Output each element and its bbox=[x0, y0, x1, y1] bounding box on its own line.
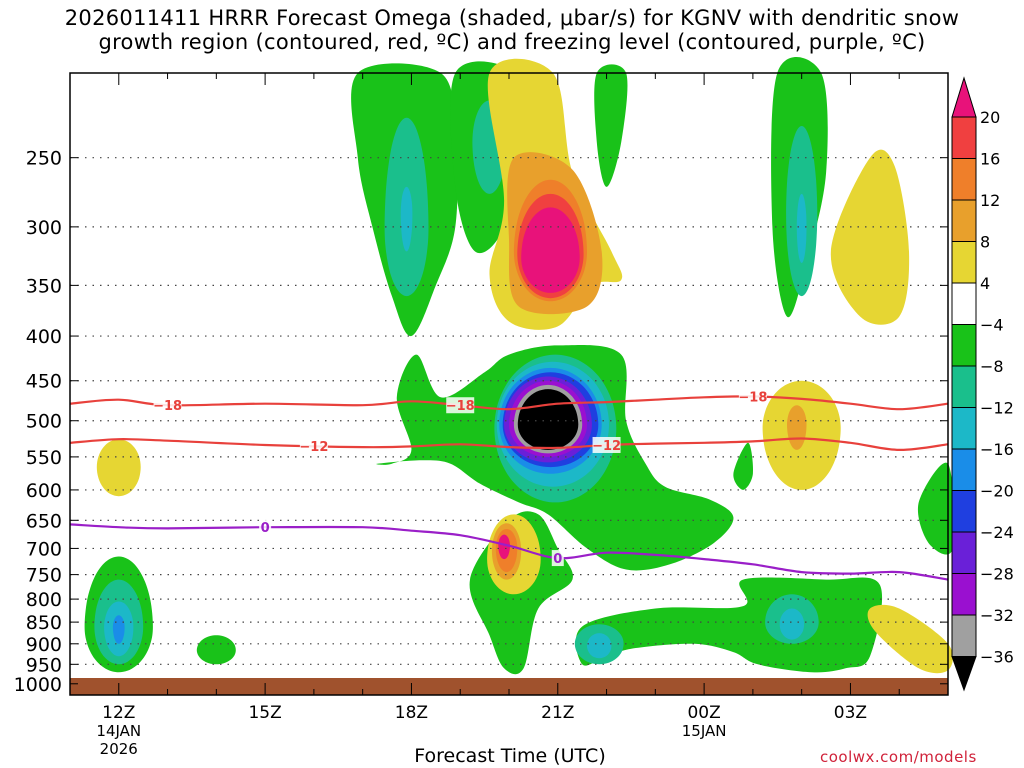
colorbar-label-9: −20 bbox=[980, 482, 1014, 501]
contour-line-0 bbox=[69, 523, 949, 581]
y-tick-label-900: 900 bbox=[26, 634, 62, 656]
contour-label-bg-0-1 bbox=[551, 550, 564, 567]
y-tick-label-650: 650 bbox=[26, 510, 62, 532]
colorbar-label-3: 8 bbox=[980, 233, 990, 252]
x-tick-year-12Z: 2026 bbox=[100, 740, 138, 758]
temperature-contours: −18 −18 −18 −12 −12 0 0 bbox=[69, 388, 949, 581]
x-tick-date-12Z: 14JAN bbox=[96, 722, 141, 740]
colorbar-swatch-top bbox=[951, 76, 977, 118]
colorbar-swatch-10 bbox=[951, 490, 977, 533]
contour-label-bg--18-0 bbox=[153, 397, 182, 414]
colorbar-label-1: 16 bbox=[980, 150, 1000, 169]
colorbar-label-6: −8 bbox=[980, 357, 1004, 376]
omega-fields bbox=[84, 56, 955, 675]
colorbar-label-2: 12 bbox=[980, 191, 1000, 210]
y-tick-label-850: 850 bbox=[26, 612, 62, 634]
y-tick-label-700: 700 bbox=[26, 538, 62, 560]
contour-label--12-1: −12 bbox=[592, 439, 621, 454]
y-tick-label-350: 350 bbox=[26, 275, 62, 297]
colorbar-swatch-13 bbox=[951, 614, 977, 657]
x-tick-label-21Z: 21Z bbox=[541, 703, 574, 723]
field-green-left-small bbox=[196, 635, 236, 665]
contour-line--12 bbox=[69, 437, 949, 452]
contour-line--18 bbox=[69, 395, 949, 411]
field-yellow-right-upper bbox=[830, 149, 910, 325]
x-tick-label-12Z: 12Z bbox=[102, 703, 135, 723]
y-tick-label-750: 750 bbox=[26, 565, 62, 587]
ground-surface bbox=[70, 678, 948, 695]
field-green-edge bbox=[917, 462, 955, 555]
colorbar-label-11: −28 bbox=[980, 565, 1014, 584]
contour-label-bg--18-2 bbox=[738, 388, 767, 405]
field-cyan-upper-1 bbox=[400, 186, 413, 252]
colorbar-swatch-12 bbox=[951, 573, 977, 616]
y-tick-label-500: 500 bbox=[26, 411, 62, 433]
x-tick-label-18Z: 18Z bbox=[395, 703, 428, 723]
contour-label-bg--18-1 bbox=[446, 397, 475, 414]
colorbar: 20 16 12 8 4 −4 −8 −12 −16 −20 −24 −28 −32 −36 bbox=[951, 76, 1014, 692]
x-tick-label-03Z: 03Z bbox=[834, 703, 867, 723]
colorbar-label-0: 20 bbox=[980, 108, 1000, 127]
contour-label-bg--12-0 bbox=[299, 438, 328, 455]
contour-label-bg--12-1 bbox=[592, 436, 621, 453]
colorbar-swatch-8 bbox=[951, 407, 977, 450]
colorbar-swatch-7 bbox=[951, 365, 977, 408]
field-green-small bbox=[733, 442, 754, 490]
y-tick-label-950: 950 bbox=[26, 654, 62, 676]
x-tick-label-00Z: 00Z bbox=[687, 703, 720, 723]
colorbar-swatch-11 bbox=[951, 531, 977, 574]
colorbar-label-4: 4 bbox=[980, 274, 990, 293]
pressure-axis: 2503003504004505005506006507007508008509… bbox=[14, 148, 948, 696]
chart-title-line2: growth region (contoured, red, ºC) and f… bbox=[98, 30, 926, 54]
source-credit: coolwx.com/models bbox=[820, 748, 977, 766]
field-green-lower-right bbox=[575, 577, 883, 673]
colorbar-swatch-bottom bbox=[951, 656, 977, 692]
colorbar-swatch-5 bbox=[951, 282, 977, 325]
colorbar-label-10: −24 bbox=[980, 523, 1014, 542]
y-tick-label-1000: 1000 bbox=[14, 674, 62, 696]
field-cyan-lower-right bbox=[779, 608, 805, 640]
contour-label--18-1: −18 bbox=[446, 399, 475, 414]
colorbar-label-8: −16 bbox=[980, 440, 1014, 459]
colorbar-swatch-4 bbox=[951, 241, 977, 284]
field-green-upper-3 bbox=[594, 64, 628, 187]
y-tick-label-450: 450 bbox=[26, 371, 62, 393]
x-tick-date-00Z: 15JAN bbox=[682, 722, 727, 740]
colorbar-label-7: −12 bbox=[980, 399, 1014, 418]
colorbar-label-13: −36 bbox=[980, 648, 1014, 667]
colorbar-swatch-9 bbox=[951, 448, 977, 491]
field-magenta-upper bbox=[521, 207, 580, 293]
contour-label--18-0: −18 bbox=[153, 399, 182, 414]
contour-label--12-0: −12 bbox=[299, 440, 328, 455]
y-tick-label-250: 250 bbox=[26, 148, 62, 170]
field-yellow-right-lower bbox=[867, 604, 953, 674]
field-cyan-lower-mid bbox=[587, 633, 612, 659]
field-cyan-upper-4 bbox=[796, 193, 807, 263]
colorbar-label-5: −4 bbox=[980, 316, 1004, 335]
x-tick-label-15Z: 15Z bbox=[248, 703, 281, 723]
chart-title: 2026011411 HRRR Forecast Omega (shaded, … bbox=[0, 6, 1024, 54]
field-yellow-left bbox=[96, 439, 141, 497]
colorbar-swatch-2 bbox=[951, 158, 977, 201]
y-tick-label-550: 550 bbox=[26, 447, 62, 469]
colorbar-swatch-1 bbox=[951, 116, 977, 159]
y-tick-label-400: 400 bbox=[26, 326, 62, 348]
colorbar-swatch-6 bbox=[951, 324, 977, 367]
colorbar-label-12: −32 bbox=[980, 606, 1014, 625]
colorbar-swatch-3 bbox=[951, 199, 977, 242]
field-magenta-lower bbox=[498, 534, 510, 560]
contour-label--18-2: −18 bbox=[738, 390, 767, 405]
contour-label-0-0: 0 bbox=[261, 521, 270, 536]
y-tick-label-800: 800 bbox=[26, 589, 62, 611]
x-axis-title: Forecast Time (UTC) bbox=[414, 745, 606, 767]
chart-title-line1: 2026011411 HRRR Forecast Omega (shaded, … bbox=[64, 6, 960, 30]
y-tick-label-600: 600 bbox=[26, 480, 62, 502]
contour-label-bg-0-0 bbox=[259, 519, 272, 536]
contour-label-0-1: 0 bbox=[553, 552, 562, 567]
y-tick-label-300: 300 bbox=[26, 217, 62, 239]
